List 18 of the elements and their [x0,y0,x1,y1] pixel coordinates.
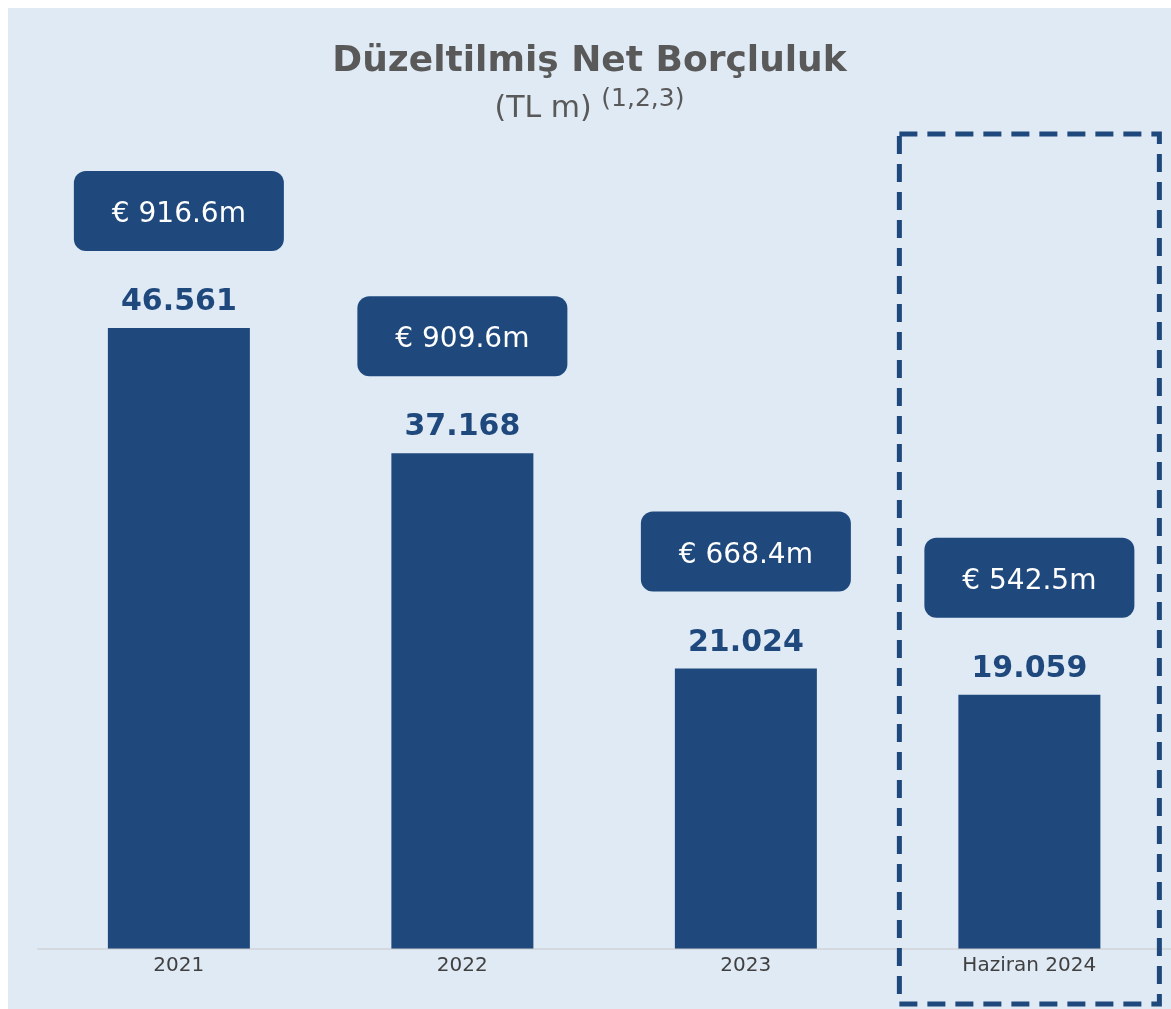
bar [391,453,534,949]
data-label: 19.059 [971,648,1088,684]
annotation: € 668.4m [678,536,813,570]
bar [674,668,817,949]
data-label: 46.561 [120,282,237,317]
annotation: € 542.5m [962,562,1097,596]
chart-title: Düzeltilmiş Net Borçluluk [331,38,848,79]
data-label: 21.024 [687,622,804,658]
text: € 916.6m [111,196,246,229]
x-tick-label: 2022 [436,952,488,977]
data-label: 37.168 [404,407,521,443]
annotation: € 909.6m [395,321,530,355]
chart-subtitle: (TL m) $^{(1,2,3)}$ [493,83,686,124]
x-tick-label: 2023 [720,952,772,977]
bar [958,694,1101,949]
x-tick-label: 2021 [153,952,205,977]
x-tick-label: Haziran 2024 [962,952,1097,977]
bar [107,328,250,949]
